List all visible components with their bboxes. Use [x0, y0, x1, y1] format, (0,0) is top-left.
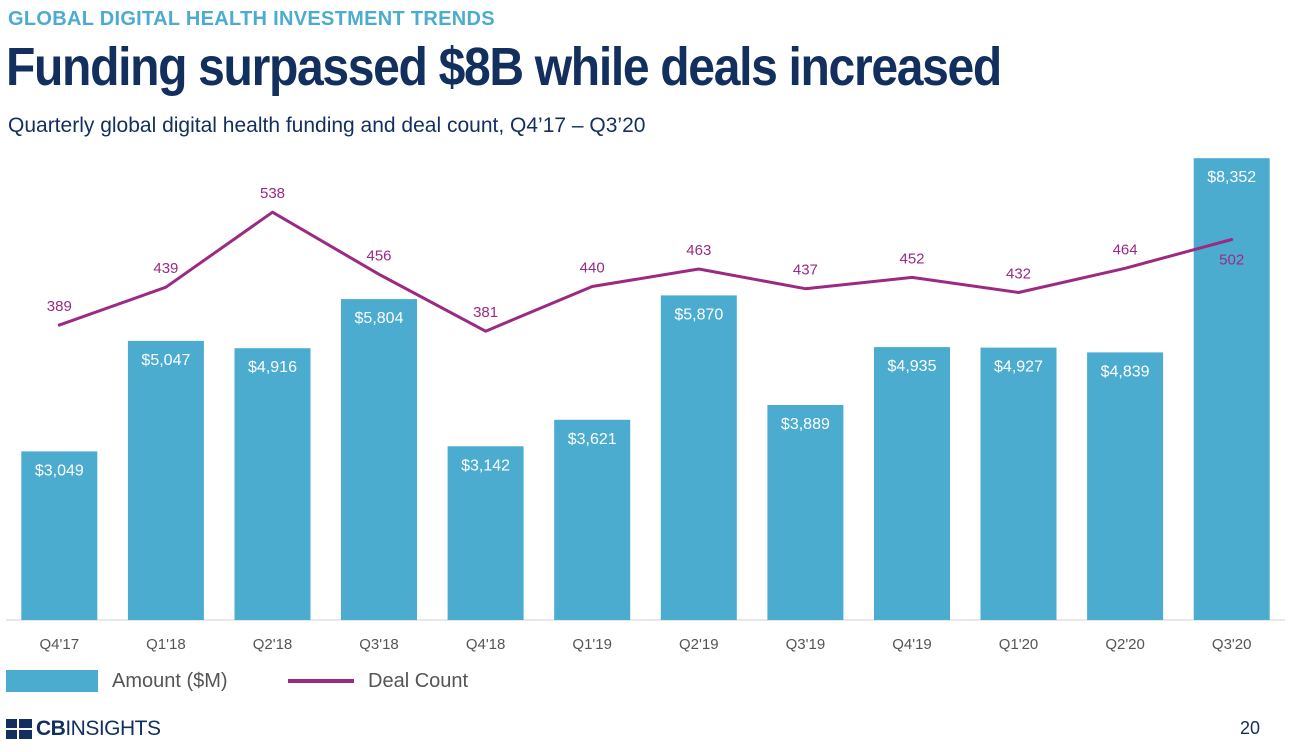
bar-amount [127, 340, 204, 620]
deal-count-label: 381 [473, 304, 498, 321]
x-tick-label: Q4'17 [40, 636, 80, 653]
deal-count-label: 538 [260, 185, 285, 202]
bar-data-label: $3,049 [35, 462, 84, 479]
bar-amount [767, 405, 844, 620]
deal-count-layer: 389 439 538 456 381 440 463 437 452 432 464 502 [47, 185, 1244, 333]
x-tick-label: Q3'19 [786, 636, 826, 653]
legend-deal-count: Deal Count [288, 666, 468, 696]
bar-data-label: $4,916 [248, 359, 297, 376]
funding-deal-chart: $3,049 $5,047 $4,916 $5,804 $3,142 $3,621 $5,8… [6, 158, 1285, 653]
legend-amount-label: Amount ($M) [112, 669, 228, 692]
legend-deal-count-swatch [288, 679, 354, 683]
bar-data-label: $4,839 [1101, 363, 1150, 380]
x-tick-label: Q2'18 [253, 636, 293, 653]
deal-count-label: 456 [366, 247, 391, 264]
bar-amount [980, 347, 1057, 620]
x-tick-label: Q1'20 [999, 636, 1039, 653]
bar-amount [234, 348, 311, 620]
deal-count-line [57, 210, 1234, 333]
x-tick-label: Q4'18 [466, 636, 506, 653]
deal-count-label: 452 [899, 250, 924, 267]
legend-amount: Amount ($M) [6, 666, 228, 696]
x-tick-label: Q1'19 [572, 636, 612, 653]
bar-data-label: $5,870 [674, 306, 723, 323]
legend-amount-swatch [6, 670, 98, 692]
bar-data-label: $5,047 [141, 352, 190, 369]
bar-data-label: $3,142 [461, 457, 510, 474]
deal-count-label: 502 [1219, 252, 1244, 269]
bar-amount [874, 347, 950, 620]
x-tick-label: Q2'19 [679, 636, 719, 653]
bar-data-label: $4,927 [994, 359, 1043, 376]
x-axis-ticks: Q4'17 Q1'18 Q2'18 Q3'18 Q4'18 Q1'19 Q2'19 Q3'19… [40, 636, 1252, 653]
deal-count-label: 464 [1113, 241, 1138, 258]
bar-data-label: $3,889 [781, 416, 830, 433]
bar-amount [21, 451, 98, 620]
x-tick-label: Q2'20 [1105, 636, 1145, 653]
logo-text-cb: CB [36, 717, 66, 740]
x-tick-label: Q3'18 [359, 636, 399, 653]
bar-amount [1087, 352, 1164, 620]
cb-insights-logo-icon [6, 719, 32, 739]
bar-amount [660, 295, 737, 620]
bar-data-label: $5,804 [355, 310, 404, 327]
deal-count-label: 389 [47, 298, 72, 315]
deal-count-label: 432 [1006, 266, 1031, 283]
bar-data-label: $8,352 [1207, 169, 1256, 186]
x-tick-label: Q1'18 [146, 636, 186, 653]
kicker-title: GLOBAL DIGITAL HEALTH INVESTMENT TRENDS [8, 8, 495, 30]
deal-count-label: 439 [153, 260, 178, 277]
logo-text-insights: INSIGHTS [65, 717, 161, 740]
deal-count-label: 463 [686, 242, 711, 259]
chart-subtitle: Quarterly global digital health funding … [8, 114, 646, 137]
bar-amount [341, 299, 417, 620]
deal-count-label: 440 [580, 260, 605, 277]
bar-amount [554, 419, 631, 620]
bar-data-label: $3,621 [568, 431, 617, 448]
x-tick-label: Q4'19 [892, 636, 932, 653]
deal-count-label: 437 [793, 262, 818, 279]
bars-layer: $3,049 $5,047 $4,916 $5,804 $3,142 $3,621 $5,8… [21, 158, 1270, 620]
page-number: 20 [1240, 718, 1261, 738]
bar-amount [1193, 158, 1270, 620]
bar-data-label: $4,935 [888, 358, 937, 375]
cb-insights-logo: CB INSIGHTS [6, 717, 161, 741]
page-title: Funding surpassed $8B while deals increa… [6, 37, 1002, 97]
bar-amount [447, 446, 524, 620]
legend-deal-count-label: Deal Count [368, 669, 469, 692]
x-tick-label: Q3'20 [1212, 636, 1252, 653]
